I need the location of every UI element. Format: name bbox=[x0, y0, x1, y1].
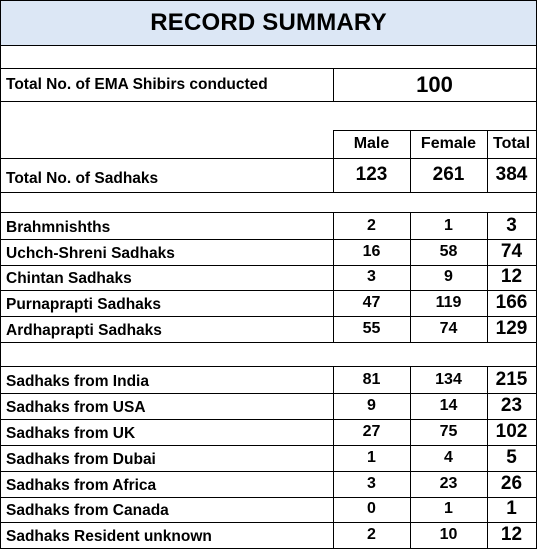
grid-line-h bbox=[0, 45, 537, 46]
grid-line-h bbox=[0, 264, 537, 266]
level-row-label: Purnaprapti Sadhaks bbox=[6, 296, 162, 314]
level-row-male: 47 bbox=[362, 294, 381, 312]
grid-line-h bbox=[0, 68, 537, 69]
level-row-total: 129 bbox=[495, 318, 528, 340]
region-row-male: 9 bbox=[367, 396, 376, 414]
grid-line-v bbox=[487, 212, 488, 342]
level-row-female: 9 bbox=[444, 268, 453, 286]
grid-line-v bbox=[333, 366, 334, 548]
level-row-female: 119 bbox=[435, 294, 462, 312]
region-row-label: Sadhaks from UK bbox=[6, 424, 136, 442]
level-row-total: 166 bbox=[495, 292, 528, 314]
grid-line-h bbox=[0, 212, 537, 213]
grid-line-h bbox=[0, 158, 537, 159]
region-row-label: Sadhaks from India bbox=[6, 372, 149, 390]
column-header-female: Female bbox=[420, 135, 477, 152]
grid-line-v bbox=[487, 130, 488, 192]
grid-line-v bbox=[410, 366, 411, 548]
level-row-total: 74 bbox=[500, 240, 523, 262]
region-row-total: 12 bbox=[500, 524, 523, 546]
column-header-male: Male bbox=[353, 135, 390, 152]
grid-line-h bbox=[0, 392, 537, 394]
region-row-male: 81 bbox=[362, 370, 381, 388]
level-row-label: Uchch-Shreni Sadhaks bbox=[6, 244, 175, 262]
region-row-total: 5 bbox=[506, 446, 517, 468]
level-row-male: 55 bbox=[362, 320, 381, 338]
grid-line-h bbox=[333, 130, 537, 131]
title-band bbox=[0, 0, 537, 45]
column-header-total: Total bbox=[492, 135, 531, 152]
region-row-male: 27 bbox=[362, 422, 381, 440]
level-row-male: 2 bbox=[367, 216, 376, 234]
grid-line-h bbox=[0, 316, 537, 318]
level-row-label: Brahmnishths bbox=[6, 218, 111, 236]
region-row-total: 23 bbox=[500, 394, 523, 416]
region-row-male: 3 bbox=[367, 474, 376, 492]
grid-line-h bbox=[0, 192, 537, 193]
level-row-female: 58 bbox=[439, 242, 458, 260]
region-row-female: 23 bbox=[439, 474, 458, 492]
grid-line-h bbox=[0, 366, 537, 367]
total-sadhaks-female: 261 bbox=[432, 164, 465, 185]
grid-line-v bbox=[333, 130, 334, 192]
grid-line-v bbox=[410, 212, 411, 342]
region-row-total: 102 bbox=[495, 420, 528, 442]
region-row-label: Sadhaks Resident unknown bbox=[6, 528, 212, 546]
region-row-label: Sadhaks from USA bbox=[6, 398, 146, 416]
level-row-total: 3 bbox=[506, 214, 517, 236]
level-row-male: 16 bbox=[362, 242, 381, 260]
grid-line-v bbox=[333, 68, 334, 101]
region-row-total: 1 bbox=[506, 498, 517, 520]
grid-line-h bbox=[0, 522, 537, 524]
grid-line-v bbox=[0, 0, 1, 548]
region-row-female: 4 bbox=[444, 448, 453, 466]
level-row-female: 1 bbox=[444, 216, 453, 234]
shibirs-label: Total No. of EMA Shibirs conducted bbox=[6, 76, 268, 93]
region-row-female: 10 bbox=[439, 526, 458, 544]
grid-line-h bbox=[0, 0, 537, 1]
grid-line-h bbox=[0, 342, 537, 343]
region-row-female: 1 bbox=[444, 500, 453, 518]
grid-line-h bbox=[0, 101, 537, 102]
region-row-total: 215 bbox=[495, 368, 528, 390]
level-row-total: 12 bbox=[500, 266, 523, 288]
grid-line-h bbox=[0, 290, 537, 292]
grid-line-h bbox=[0, 418, 537, 420]
region-row-male: 0 bbox=[367, 500, 376, 518]
grid-line-v bbox=[333, 212, 334, 342]
region-row-female: 75 bbox=[439, 422, 458, 440]
region-row-total: 26 bbox=[500, 472, 523, 494]
total-sadhaks-label: Total No. of Sadhaks bbox=[6, 170, 159, 187]
grid-line-v bbox=[410, 130, 411, 192]
region-row-female: 14 bbox=[439, 396, 458, 414]
shibirs-value: 100 bbox=[416, 72, 453, 97]
grid-line-v bbox=[536, 0, 537, 548]
level-row-label: Ardhaprapti Sadhaks bbox=[6, 322, 162, 340]
level-row-female: 74 bbox=[439, 320, 458, 338]
level-row-label: Chintan Sadhaks bbox=[6, 270, 132, 288]
region-row-male: 2 bbox=[367, 526, 376, 544]
total-sadhaks-total: 384 bbox=[495, 164, 528, 185]
grid-line-h bbox=[0, 444, 537, 446]
region-row-male: 1 bbox=[367, 448, 376, 466]
region-row-label: Sadhaks from Africa bbox=[6, 476, 157, 494]
region-row-female: 134 bbox=[435, 370, 462, 388]
grid-line-v bbox=[487, 366, 488, 548]
total-sadhaks-male: 123 bbox=[355, 164, 388, 185]
level-row-male: 3 bbox=[367, 268, 376, 286]
page-title: RECORD SUMMARY bbox=[150, 8, 387, 36]
grid-line-h bbox=[0, 238, 537, 240]
region-row-label: Sadhaks from Dubai bbox=[6, 450, 156, 468]
grid-line-h bbox=[0, 470, 537, 472]
region-row-label: Sadhaks from Canada bbox=[6, 502, 169, 520]
right-margin bbox=[537, 0, 545, 548]
grid-line-h bbox=[0, 496, 537, 498]
